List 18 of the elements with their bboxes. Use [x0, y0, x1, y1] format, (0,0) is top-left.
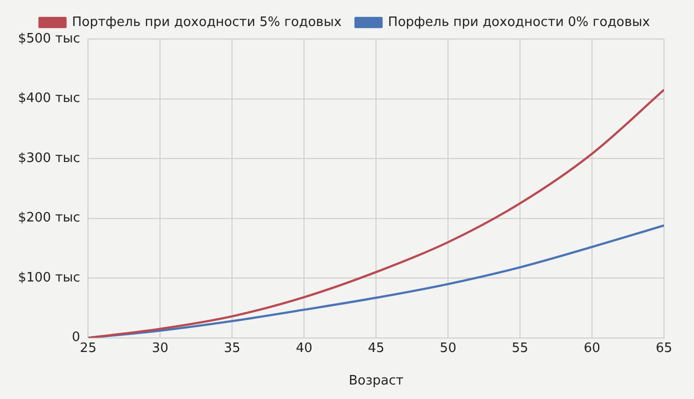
y-tick-label: $500 тыс [18, 31, 80, 46]
legend-label: Порфель при доходности 0% годовых [388, 14, 650, 30]
y-tick-label: $100 тыс [18, 270, 80, 286]
y-tick-label: $200 тыс [18, 210, 80, 226]
x-tick-label: 60 [584, 340, 600, 356]
x-tick-label: 25 [80, 340, 96, 356]
x-tick-label: 30 [152, 340, 168, 356]
legend-label: Портфель при доходности 5% годовых [72, 14, 342, 30]
y-tick-label: $300 тыс [18, 150, 80, 166]
x-tick-label: 45 [368, 340, 384, 356]
x-tick-label: 65 [656, 340, 672, 356]
x-tick-label: 35 [224, 340, 240, 356]
x-tick-label: 55 [512, 340, 528, 356]
y-tick-label: 0 [72, 330, 80, 346]
x-tick-label: 50 [440, 340, 456, 356]
y-tick-label: $400 тыс [18, 91, 80, 106]
x-axis-title: Возраст [348, 374, 404, 389]
x-tick-label: 40 [296, 340, 312, 356]
